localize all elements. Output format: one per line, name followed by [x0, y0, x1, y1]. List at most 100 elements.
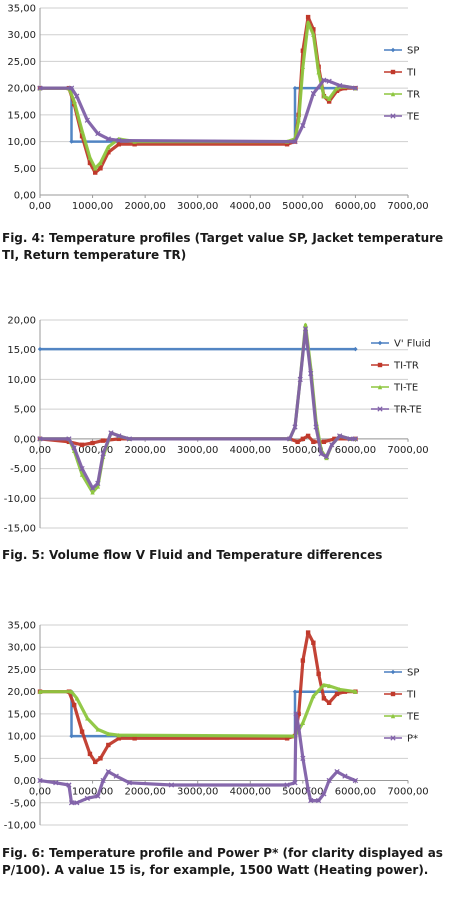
y-tick-label: 10,00: [7, 732, 36, 743]
data-point: [106, 150, 111, 155]
data-point: [334, 691, 340, 697]
data-point: [90, 440, 95, 446]
x-tick-label: 0,00: [29, 445, 51, 456]
data-point: [105, 136, 111, 142]
data-point: [295, 439, 300, 445]
x-tick-label: 5000,00: [282, 201, 323, 210]
y-tick-label: -10,00: [4, 494, 36, 505]
data-point: [116, 433, 122, 439]
data-point: [300, 658, 306, 663]
legend-label: SP: [407, 668, 419, 679]
x-tick-label: 7000,00: [387, 445, 428, 456]
legend-marker: [390, 47, 396, 53]
data-point: [292, 424, 298, 430]
data-point: [284, 142, 290, 147]
data-point: [100, 451, 106, 457]
y-tick-label: -5,00: [10, 464, 36, 475]
data-point: [313, 424, 319, 430]
data-point: [126, 436, 132, 442]
data-point: [321, 77, 327, 83]
data-point: [321, 682, 327, 688]
data-point: [305, 630, 311, 635]
legend-entry: SP: [384, 668, 419, 679]
legend-label: TI-TR: [393, 361, 419, 372]
data-point: [37, 85, 43, 91]
data-point: [321, 93, 327, 99]
y-tick-label: 25,00: [7, 665, 36, 676]
data-point: [284, 736, 290, 741]
data-point: [79, 465, 85, 472]
x-tick-label: 3000,00: [177, 445, 218, 456]
y-tick-label: 5,00: [14, 754, 36, 765]
data-point: [79, 729, 85, 734]
legend-entry: TE: [384, 712, 419, 723]
y-tick-label: -10,00: [4, 821, 36, 832]
data-point: [93, 170, 98, 175]
data-point: [100, 777, 106, 784]
data-point: [87, 160, 93, 166]
data-point: [95, 130, 101, 137]
x-tick-label: 5000,00: [282, 445, 323, 456]
data-point: [100, 438, 106, 443]
legend-entry: TE: [384, 112, 419, 123]
y-tick-label: 0,00: [14, 776, 36, 787]
data-point: [85, 716, 90, 721]
legend-entry: TI-TR: [371, 361, 419, 372]
caption-fig4: Fig. 4: Temperature profiles (Target val…: [2, 231, 444, 262]
data-point: [95, 480, 101, 487]
data-point: [337, 687, 342, 692]
data-point: [334, 769, 340, 775]
legend-marker: [390, 691, 396, 697]
data-point: [98, 160, 103, 166]
x-tick-label: 3000,00: [177, 201, 218, 210]
x-tick-label: 4000,00: [230, 787, 271, 798]
data-point: [71, 445, 77, 451]
legend-label: V' Fluid: [394, 339, 431, 350]
caption-fig5: Fig. 5: Volume flow V Fluid and Temperat…: [2, 548, 383, 562]
y-tick-label: -5,00: [10, 798, 36, 809]
data-point: [300, 436, 306, 442]
x-tick-label: 4000,00: [230, 445, 271, 456]
data-point: [66, 782, 72, 788]
x-tick-label: 2000,00: [124, 201, 165, 210]
data-point: [93, 759, 98, 765]
y-tick-label: 0,00: [14, 434, 36, 445]
legend-marker: [377, 340, 383, 346]
data-point: [323, 454, 330, 460]
data-point: [95, 793, 101, 799]
data-point: [126, 780, 132, 786]
series-line: [38, 631, 357, 764]
data-point: [68, 800, 75, 806]
x-tick-label: 7000,00: [387, 201, 428, 210]
data-point: [311, 32, 316, 37]
data-point: [84, 795, 90, 801]
data-point: [326, 777, 332, 784]
data-point: [74, 800, 80, 806]
data-point: [74, 93, 80, 99]
legend-entry: V' Fluid: [371, 339, 431, 350]
legend-label: TE: [406, 112, 419, 123]
data-point: [305, 14, 311, 20]
chart-fig5: -15,00 -10,00 -5,00 0,00 5,00 10,00 15,00 20,00…: [4, 316, 431, 535]
legend-entry: TI: [384, 690, 416, 701]
x-tick-label: 6000,00: [335, 445, 376, 456]
x-tick-label: 4000,00: [230, 201, 271, 210]
data-point: [321, 791, 327, 797]
data-point: [37, 777, 43, 784]
data-point: [316, 671, 321, 677]
legend-entry: TR: [384, 90, 420, 101]
series-1: [37, 630, 358, 765]
data-point: [296, 118, 301, 123]
legend-marker: [377, 384, 383, 390]
figure-6: -10,00 -5,00 0,00 5,00 10,00 15,00 20,00 25,00 3…: [0, 610, 472, 906]
legend-entry: P*: [384, 734, 418, 745]
data-point: [326, 683, 332, 689]
y-tick-label: 35,00: [7, 4, 36, 15]
data-point: [326, 78, 332, 84]
data-point: [95, 727, 101, 732]
legend-label: TI: [406, 68, 416, 79]
data-point: [300, 720, 306, 725]
data-point: [116, 733, 122, 738]
data-point: [87, 751, 93, 757]
legend-marker: [390, 91, 396, 97]
